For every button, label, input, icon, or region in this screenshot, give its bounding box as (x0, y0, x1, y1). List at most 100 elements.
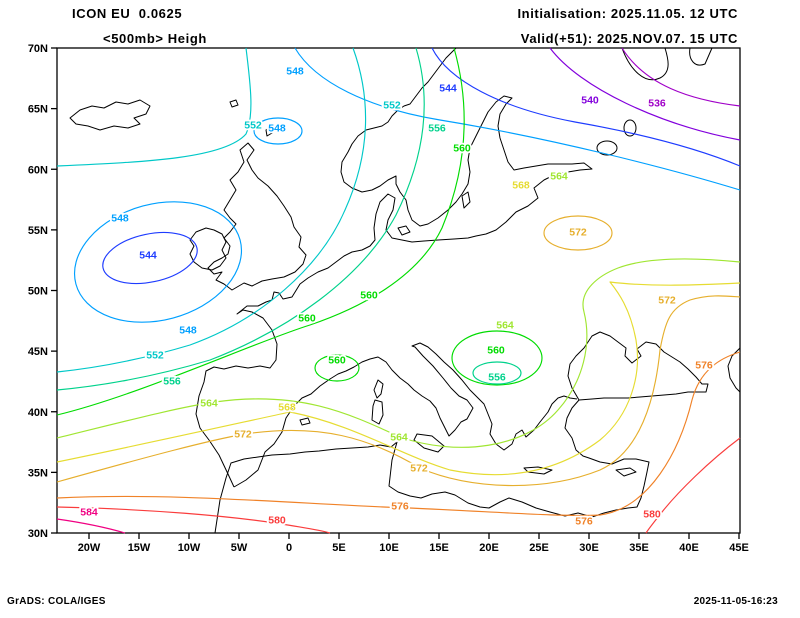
contour-556-balkan-core (472, 361, 522, 385)
height-contours (56, 47, 741, 534)
lat-label: 35N (28, 467, 48, 479)
contour-label-536: 536 (648, 98, 666, 110)
lat-label: 30N (28, 528, 48, 540)
contour-label-552: 552 (146, 350, 164, 362)
map-frame (56, 47, 741, 534)
contour-label-580: 580 (643, 509, 661, 521)
contour-564-belt (56, 258, 741, 448)
lon-label: 15W (128, 542, 151, 554)
coast-black-sea (567, 331, 709, 401)
contour-560-alps-cell (314, 354, 360, 382)
contour-label-548: 548 (268, 123, 286, 135)
coast-atlantic-europe (195, 47, 593, 488)
contour-label-556: 556 (488, 372, 506, 384)
lat-label: 55N (28, 225, 48, 237)
contour-560-belt (56, 47, 465, 416)
lat-label: 60N (28, 164, 48, 176)
lake-onega (623, 119, 637, 137)
grads-credit: GrADS: COLA/IGES (7, 596, 106, 607)
contour-label-560: 560 (298, 313, 316, 325)
contour-label-548: 548 (111, 213, 129, 225)
contour-label-576: 576 (391, 501, 409, 513)
lat-label: 70N (28, 43, 48, 55)
valid-time: Valid(+51): 2025.NOV.07. 15 UTC (520, 31, 738, 46)
axis-labels: 70N 65N 60N 55N 50N 45N 40N 35N 30N 20W 15W 10W 5W 0 5… (28, 43, 749, 554)
lon-label: 10W (178, 542, 201, 554)
contour-label-572: 572 (658, 295, 676, 307)
lon-label: 0 (286, 542, 292, 554)
contour-580-east (645, 437, 741, 534)
coast-islands (229, 99, 637, 477)
lon-label: 45E (729, 542, 749, 554)
contour-label-584: 584 (80, 507, 98, 519)
coast-mediterranean (233, 342, 578, 488)
lon-label: 15E (429, 542, 449, 554)
lon-label: 25E (529, 542, 549, 554)
contour-552-southwest (56, 47, 367, 373)
contour-label-548: 548 (286, 66, 304, 78)
coast-britain (207, 142, 307, 291)
contour-560-balkan-low (451, 330, 543, 386)
contour-label-568: 568 (512, 180, 530, 192)
contour-label-564: 564 (496, 320, 514, 332)
lon-label: 20E (479, 542, 499, 554)
contour-536 (621, 47, 741, 107)
lat-label: 65N (28, 104, 48, 116)
contour-label-540: 540 (581, 95, 599, 107)
lat-label: 45N (28, 346, 48, 358)
contour-label-580: 580 (268, 515, 286, 527)
contour-544-atlantic-low (102, 231, 198, 285)
coastlines (69, 47, 741, 534)
lake-ladoga (596, 140, 618, 156)
lon-label: 35E (629, 542, 649, 554)
init-time: Initialisation: 2025.11.05. 12 UTC (517, 6, 738, 21)
coast-africa-levant-turkey (214, 399, 650, 534)
contour-labels: 536 540 544 544 548 548 548 548 552 552 552 556 556 5… (78, 64, 714, 530)
contour-label-556: 556 (428, 123, 446, 135)
coast-iceland (69, 99, 151, 131)
contour-label-564: 564 (390, 432, 408, 444)
coast-ireland (189, 227, 227, 271)
contour-label-552: 552 (244, 120, 262, 132)
lon-label: 30E (579, 542, 599, 554)
contour-580-west (56, 506, 331, 534)
lon-label: 40E (679, 542, 699, 554)
axis-ticks (51, 47, 740, 539)
contour-label-560: 560 (328, 355, 346, 367)
contour-584-corner (56, 518, 126, 534)
contour-540 (549, 47, 741, 141)
contour-label-572: 572 (569, 227, 587, 239)
contour-572-belt (56, 295, 741, 487)
contour-576-belt (56, 351, 741, 517)
contour-548-north (294, 47, 741, 191)
contour-label-576: 576 (575, 516, 593, 528)
contour-572-ridge-cell (543, 215, 613, 251)
contour-label-548: 548 (179, 325, 197, 337)
contour-548-north-sea-low (253, 117, 303, 145)
lon-label: 10E (379, 542, 399, 554)
contour-544-north (431, 47, 741, 167)
contour-label-552: 552 (383, 100, 401, 112)
contour-label-560: 560 (453, 143, 471, 155)
model-title: ICON EU 0.0625 (72, 6, 183, 21)
contour-label-564: 564 (550, 171, 568, 183)
contour-552-north (56, 47, 252, 167)
render-timestamp: 2025-11-05-16:23 (693, 596, 778, 607)
contour-label-564: 564 (200, 398, 218, 410)
contour-568-belt (56, 281, 741, 476)
lon-label: 5E (332, 542, 345, 554)
contour-556-southwest (56, 47, 425, 391)
contour-label-572: 572 (410, 463, 428, 475)
contour-label-556: 556 (163, 376, 181, 388)
contour-548-atlantic-loop (73, 201, 243, 323)
lat-label: 50N (28, 286, 48, 298)
contour-label-560: 560 (487, 345, 505, 357)
contour-label-544: 544 (139, 250, 157, 262)
lon-label: 5W (231, 542, 248, 554)
contour-label-544: 544 (439, 83, 457, 95)
lat-label: 40N (28, 407, 48, 419)
field-title: <500mb> Heigh (103, 31, 207, 46)
contour-label-560: 560 (360, 290, 378, 302)
